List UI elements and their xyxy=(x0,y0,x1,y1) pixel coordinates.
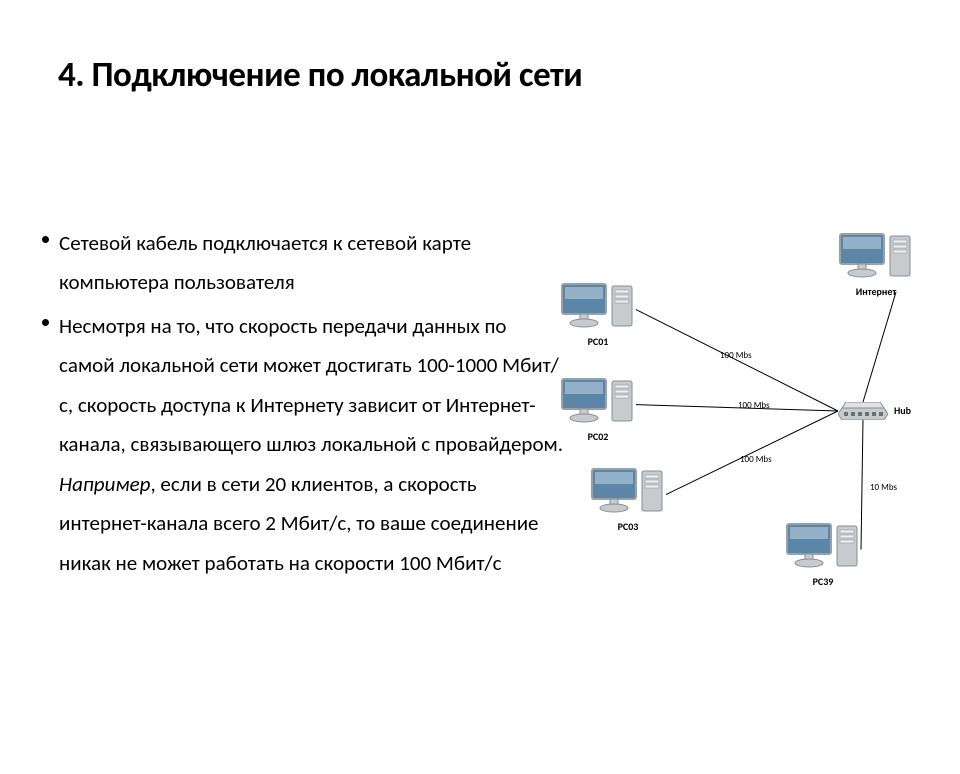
node-pc03: PC03 xyxy=(590,467,666,533)
computer-icon xyxy=(590,467,666,513)
node-pc02: PC02 xyxy=(560,377,636,443)
bullet-icon xyxy=(42,319,49,326)
list-item: Несмотря на то, что скорость передачи да… xyxy=(34,307,564,583)
edge-label: 100 Mbs xyxy=(740,454,772,465)
node-hub xyxy=(838,402,888,425)
computer-icon xyxy=(838,232,914,278)
list-item: Сетевой кабель подключается к сетевой ка… xyxy=(34,224,564,303)
bullet-icon xyxy=(42,236,49,243)
bullet-text: Несмотря на то, что скорость передачи да… xyxy=(59,307,564,583)
bullet-body: Несмотря на то, что скорость передачи да… xyxy=(59,313,563,457)
computer-icon xyxy=(785,522,861,568)
node-label: PC02 xyxy=(560,430,636,443)
edge-line xyxy=(666,411,838,495)
node-pc39: PC39 xyxy=(785,522,861,588)
computer-icon xyxy=(560,282,636,328)
edge-label: 100 Mbs xyxy=(720,350,752,361)
node-label: Интернет xyxy=(838,285,914,298)
bullet-list: Сетевой кабель подключается к сетевой ка… xyxy=(34,224,564,587)
node-internet: Интернет xyxy=(838,232,914,298)
node-label: PC39 xyxy=(785,575,861,588)
hub-icon xyxy=(838,402,888,420)
page-title: 4. Подключение по локальной сети xyxy=(58,54,960,96)
node-label: PC03 xyxy=(590,520,666,533)
edge-line xyxy=(863,292,896,402)
node-pc01: PC01 xyxy=(560,282,636,348)
edge-label: 100 Mbs xyxy=(738,400,770,411)
node-label: Hub xyxy=(894,404,911,417)
bullet-text: Сетевой кабель подключается к сетевой ка… xyxy=(59,224,564,303)
node-label: PC01 xyxy=(560,335,636,348)
edge-line xyxy=(861,420,863,550)
computer-icon xyxy=(560,377,636,423)
network-diagram: Интернет PC01 PC02 PC03 PC39 Hub 100 Mbs 100 Mb… xyxy=(560,232,940,612)
edge-label: 10 Mbs xyxy=(870,482,897,493)
example-lead: Например xyxy=(59,471,150,497)
edge-line xyxy=(636,405,838,411)
